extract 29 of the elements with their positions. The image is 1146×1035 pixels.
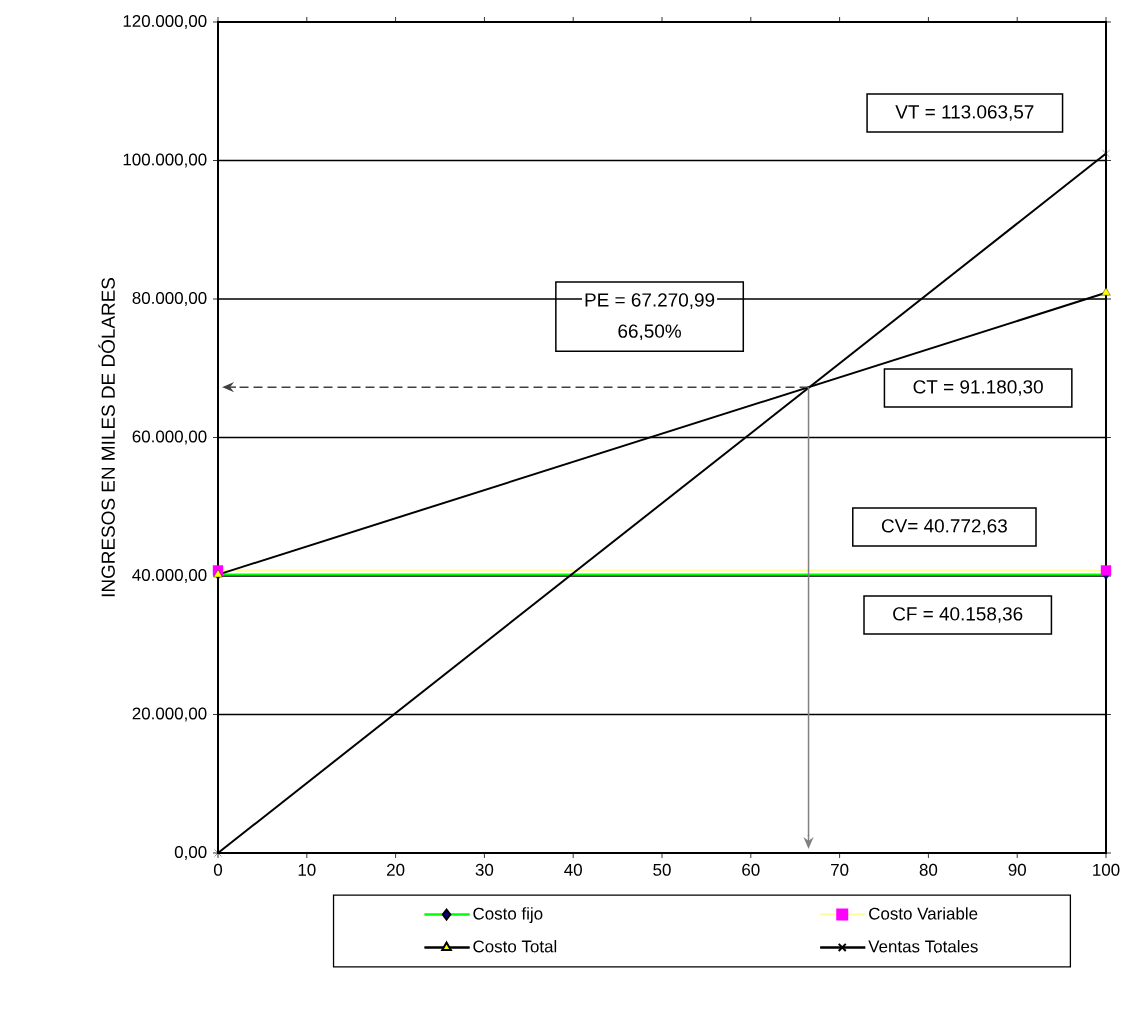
- x-tick-label: 80: [919, 863, 938, 876]
- x-tick-label: 60: [742, 863, 760, 876]
- y-tick-label: 60.000,00: [132, 430, 207, 445]
- y-tick-label: 40.000,00: [132, 569, 207, 583]
- annotation: CV= 40.772,63: [881, 519, 1007, 535]
- y-tick-label: 0,00: [174, 846, 207, 860]
- annotation: VT = 113.063,57: [895, 105, 1034, 121]
- x-tick-label: 70: [831, 863, 849, 876]
- y-tick-label: 120.000,00: [123, 14, 207, 29]
- annotation: CF = 40.158,36: [893, 607, 1023, 623]
- annotation: 66,50%: [618, 324, 681, 341]
- x-tick-label: 50: [653, 863, 671, 876]
- x-tick-label: 0: [213, 863, 223, 876]
- x-tick-label: 90: [1008, 863, 1026, 876]
- legend-label: Ventas Totales: [868, 940, 978, 953]
- x-tick-label: 30: [475, 863, 494, 876]
- legend-label: Costo Variable: [869, 907, 978, 920]
- annotation: PE = 67.270,99: [585, 293, 715, 309]
- x-tick-label: 20: [387, 863, 405, 876]
- legend-label: Costo fijo: [473, 907, 543, 923]
- legend-label: Costo Total: [473, 940, 557, 953]
- x-tick-label: 40: [564, 863, 582, 876]
- x-tick-label: 10: [298, 863, 316, 876]
- y-tick-label: 100.000,00: [123, 153, 207, 168]
- y-tick-label: 80.000,00: [132, 291, 207, 306]
- y-axis-title: INGRESOS EN MILES DE DÓLARES: [98, 277, 115, 597]
- y-tick-label: 20.000,00: [132, 707, 207, 722]
- x-tick-label: 100: [1093, 863, 1120, 876]
- annotation: CT = 91.180,30: [913, 380, 1043, 396]
